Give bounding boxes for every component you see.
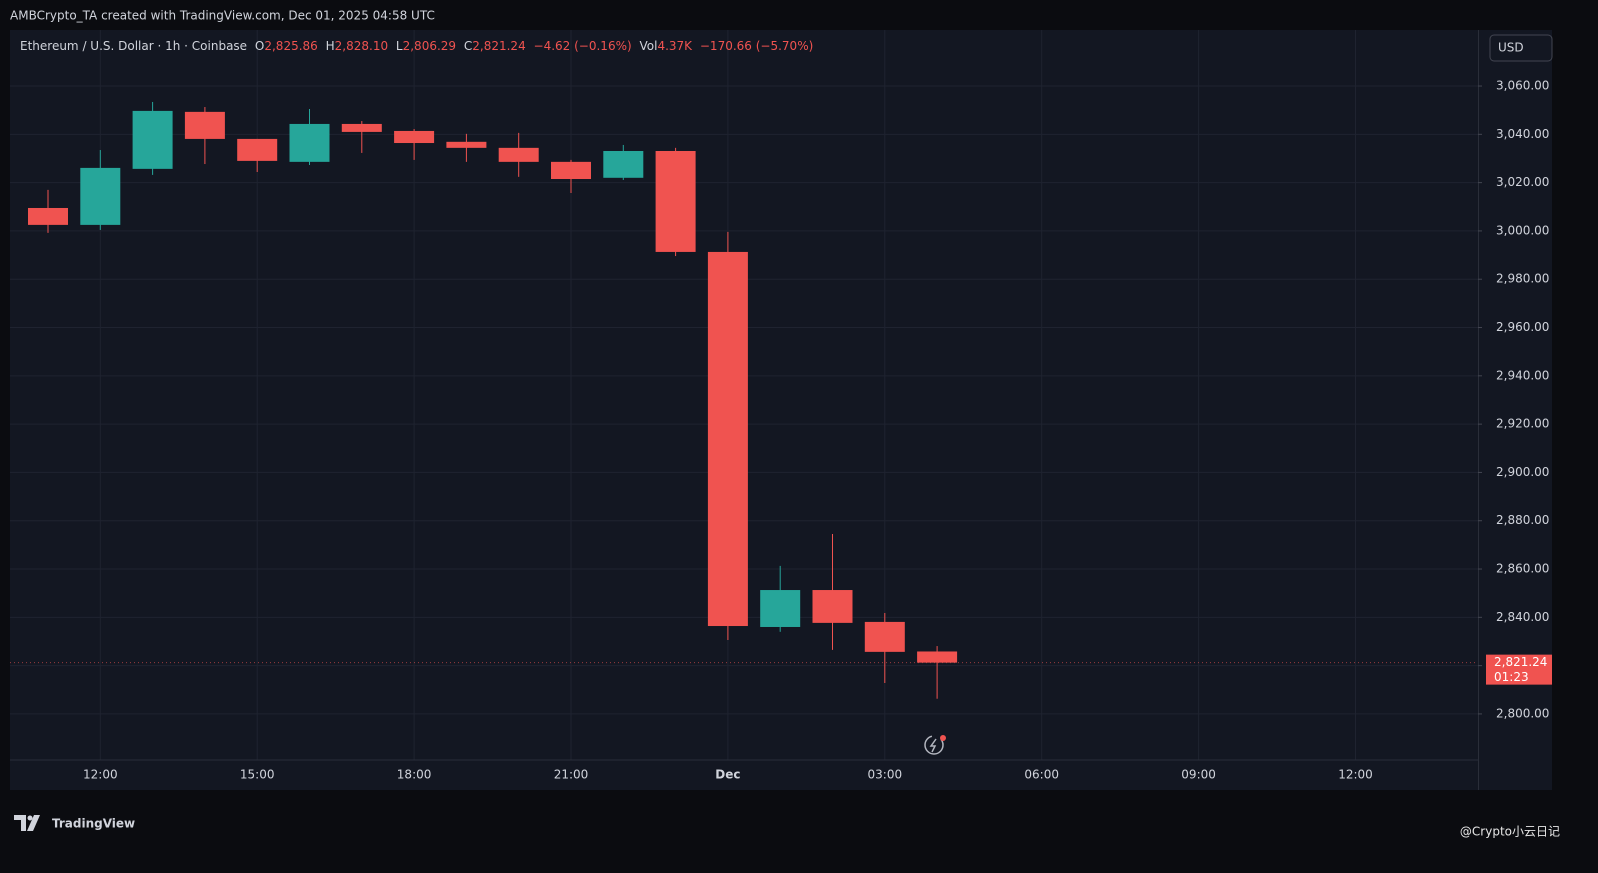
h-key: H — [326, 39, 335, 53]
h-value: 2,828.10 — [335, 39, 388, 53]
candle-body — [760, 590, 801, 627]
candle-body — [551, 161, 591, 180]
o-value: 2,825.86 — [264, 39, 317, 53]
x-tick-label: 12:00 — [83, 768, 118, 782]
x-tick-label: 03:00 — [868, 768, 903, 782]
candle-body — [132, 110, 173, 169]
x-tick-label: 06:00 — [1024, 768, 1059, 782]
x-tick-label: 18:00 — [397, 768, 432, 782]
brand-dot — [27, 815, 33, 821]
legend: Ethereum / U.S. Dollar · 1h · Coinbase O… — [20, 39, 813, 53]
y-tick-label: 3,040.00 — [1496, 127, 1549, 141]
x-tick-label: 12:00 — [1338, 768, 1373, 782]
candle-body — [184, 111, 225, 139]
y-tick-label: 2,960.00 — [1496, 320, 1549, 334]
x-tick-label: 15:00 — [240, 768, 275, 782]
y-tick-label: 2,840.00 — [1496, 610, 1549, 624]
y-tick-label: 2,880.00 — [1496, 513, 1549, 527]
symbol: Ethereum / U.S. Dollar · 1h · Coinbase — [20, 39, 247, 53]
candle-body — [341, 123, 382, 132]
replay-bolt[interactable] — [929, 738, 937, 753]
y-tick-label: 3,020.00 — [1496, 175, 1549, 189]
y-tick-label: 3,000.00 — [1496, 223, 1549, 237]
replay-dot[interactable] — [940, 735, 946, 741]
c-key: C — [464, 39, 472, 53]
y-tick-label: 3,060.00 — [1496, 79, 1549, 93]
vol-key: Vol — [640, 39, 658, 53]
x-tick-label: 21:00 — [554, 768, 589, 782]
y-tick-label: 2,940.00 — [1496, 368, 1549, 382]
candle-body — [917, 651, 958, 663]
replay-ring[interactable] — [924, 735, 944, 755]
candle-body — [446, 141, 487, 148]
brand-logo — [14, 815, 40, 831]
credit: AMBCrypto_TA created with TradingView.co… — [10, 9, 435, 23]
countdown-label: 01:23 — [1494, 670, 1529, 684]
change: −4.62 (−0.16%) — [534, 39, 632, 53]
currency-button[interactable] — [1489, 34, 1553, 62]
replay-icon[interactable] — [924, 735, 946, 755]
candle-body — [812, 590, 853, 623]
candle-body — [289, 123, 330, 162]
brand: TradingView — [52, 817, 135, 831]
candle-body — [655, 150, 696, 252]
candle-body — [28, 207, 68, 225]
watermark: @Crypto小云日记 — [1460, 825, 1560, 839]
last-price-label: 2,821.24 — [1494, 655, 1547, 669]
candle-body — [864, 621, 905, 652]
vol-value: 4.37K — [657, 39, 693, 53]
candle-body — [498, 147, 539, 162]
currency[interactable]: USD — [1498, 41, 1524, 55]
y-tick-label: 2,920.00 — [1496, 417, 1549, 431]
price-axis-border — [1478, 30, 1479, 790]
brand-mark — [14, 815, 40, 831]
y-tick-label: 2,980.00 — [1496, 272, 1549, 286]
y-tick-label: 2,900.00 — [1496, 465, 1549, 479]
candle-body — [237, 138, 278, 161]
candle-body — [603, 150, 644, 178]
candle-body — [707, 251, 748, 627]
candle-body — [394, 130, 435, 144]
vol-change: −170.66 (−5.70%) — [700, 39, 813, 53]
x-tick-label: 09:00 — [1181, 768, 1216, 782]
c-value: 2,821.24 — [472, 39, 525, 53]
y-tick-label: 2,860.00 — [1496, 562, 1549, 576]
o-key: O — [255, 39, 264, 53]
candle-body — [80, 167, 121, 225]
y-tick-label: 2,800.00 — [1496, 706, 1549, 720]
l-key: L — [396, 39, 403, 53]
l-value: 2,806.29 — [403, 39, 456, 53]
x-tick-label: Dec — [715, 768, 740, 782]
last-price-tag — [1486, 654, 1552, 685]
